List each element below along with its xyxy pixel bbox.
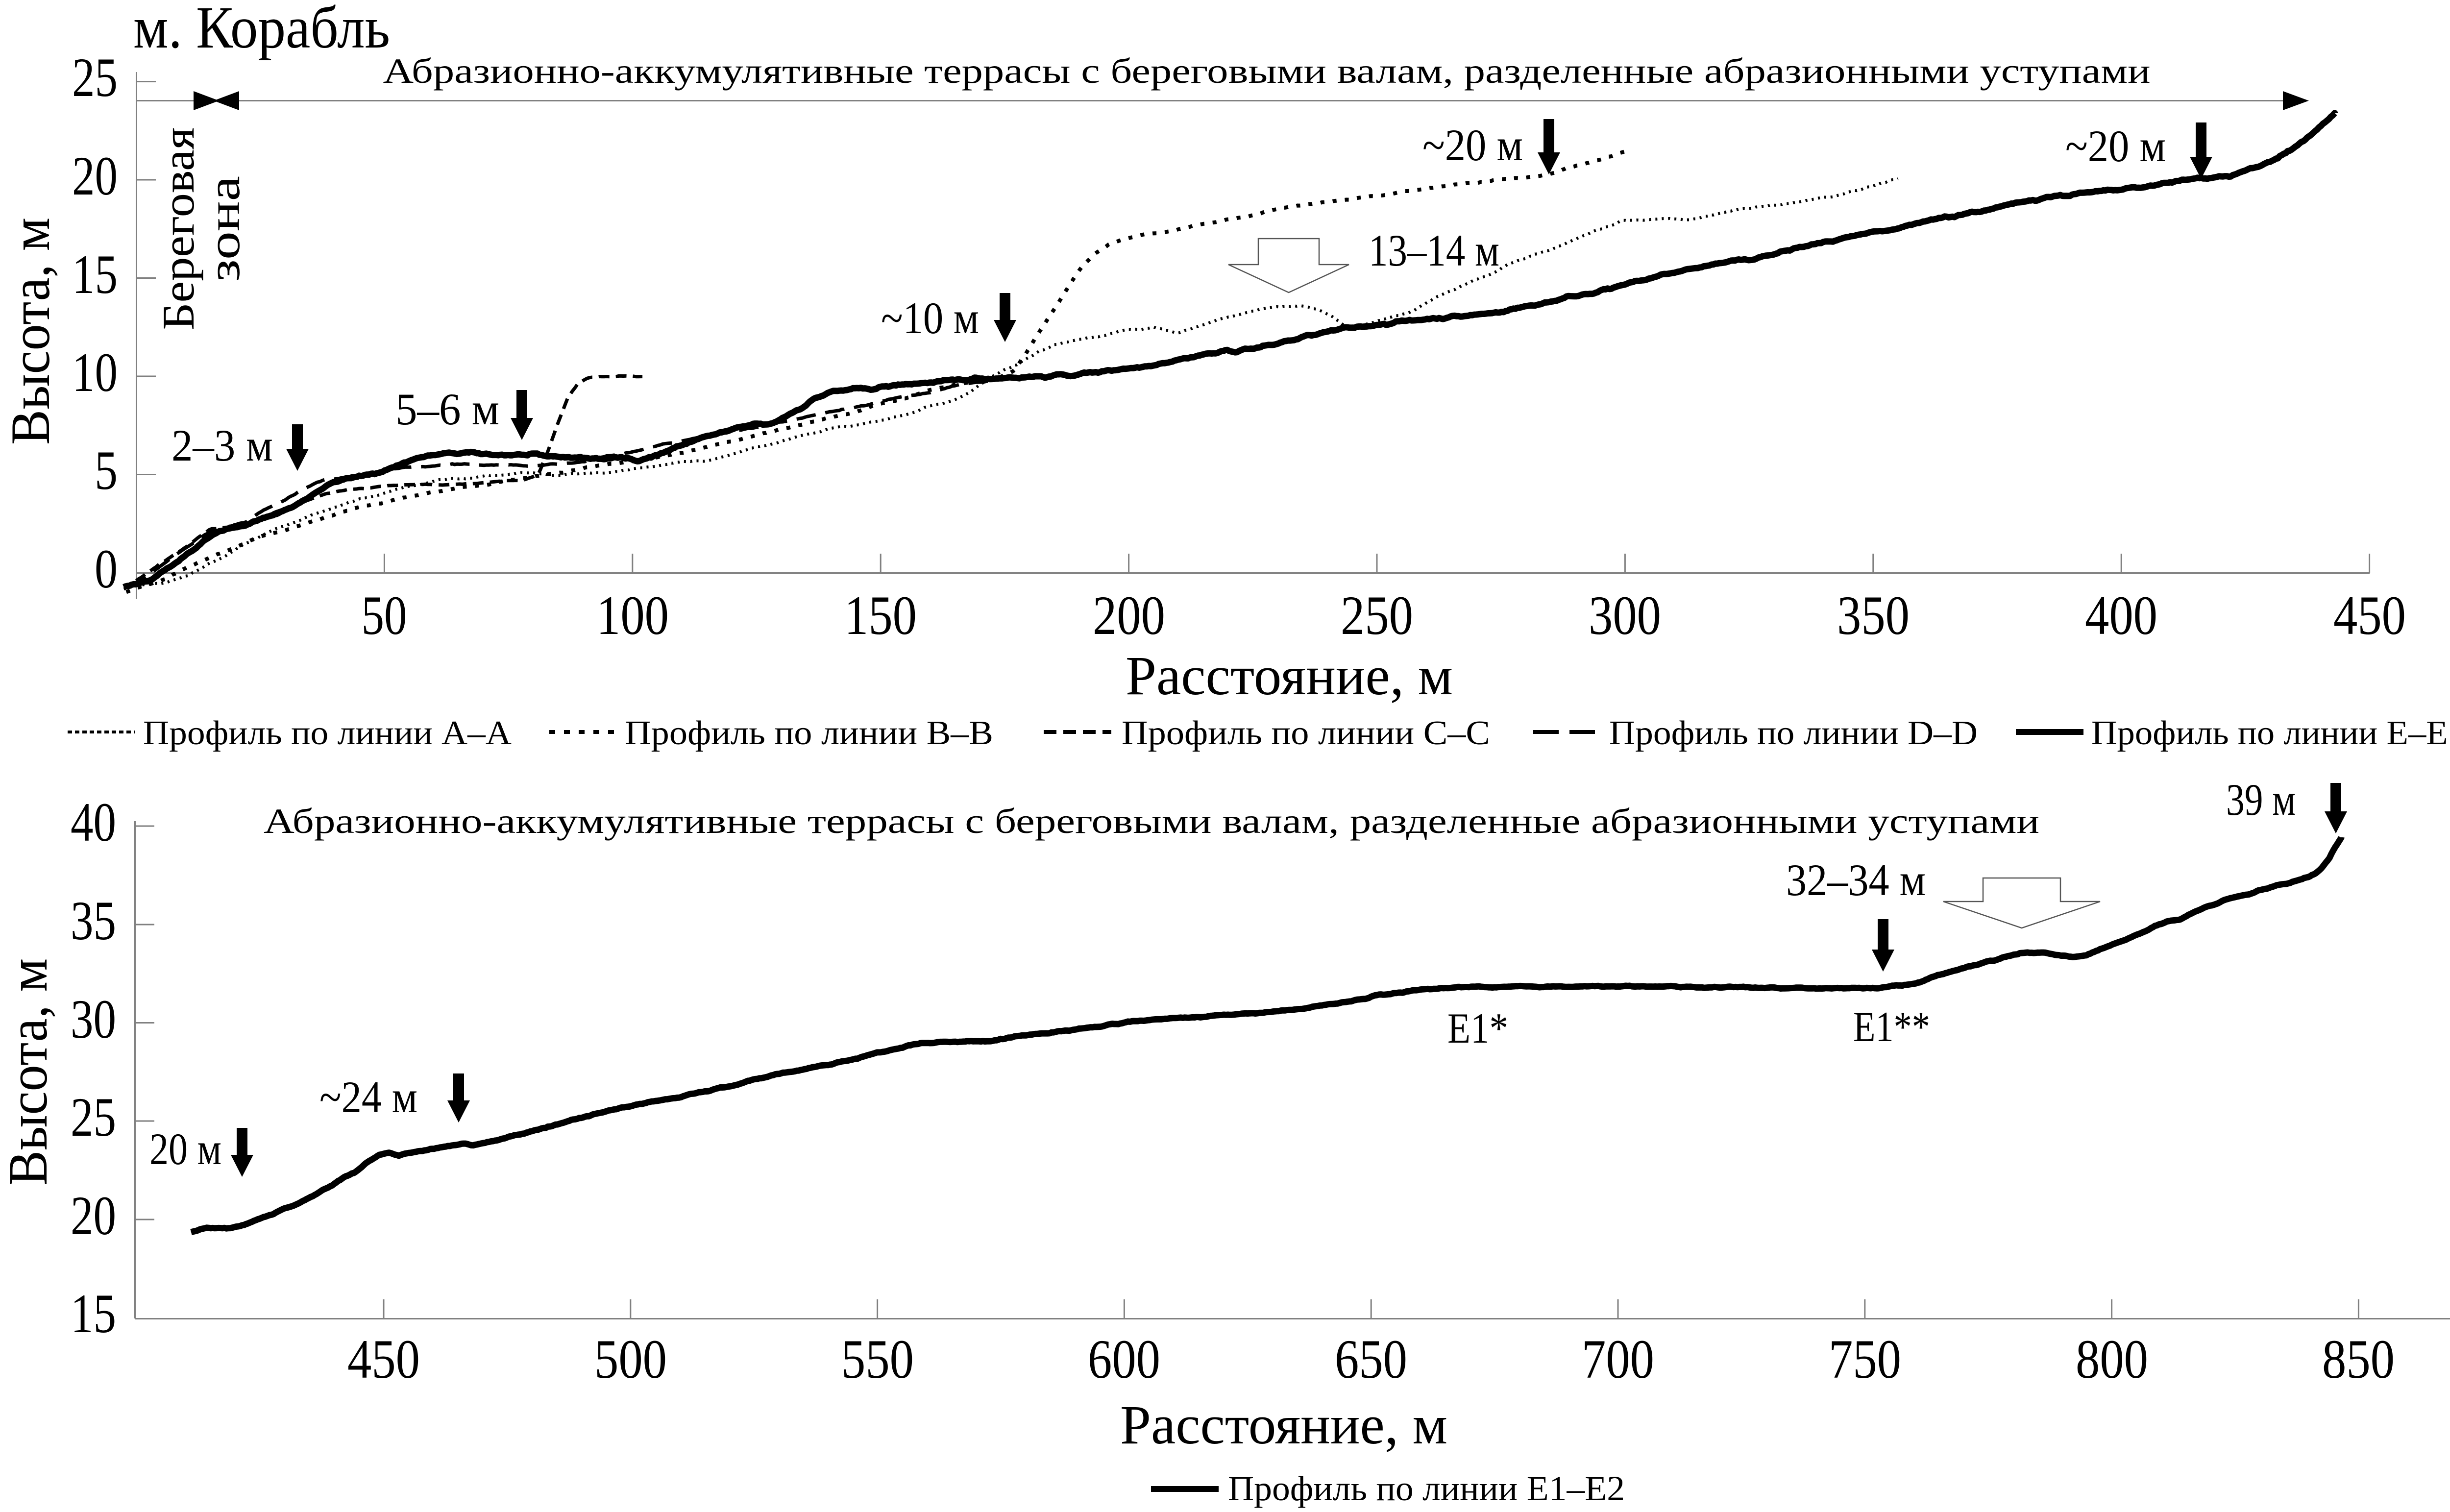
svg-text:450: 450 (347, 1329, 420, 1390)
svg-text:Профиль по линии С–С: Профиль по линии С–С (1122, 714, 1490, 752)
svg-text:2–3 м: 2–3 м (172, 420, 273, 470)
svg-text:200: 200 (1093, 585, 1165, 646)
svg-text:~24 м: ~24 м (319, 1072, 417, 1122)
svg-text:Абразионно-аккумулятивные терр: Абразионно-аккумулятивные террасы с бере… (264, 802, 2039, 841)
svg-text:~20 м: ~20 м (1422, 120, 1523, 170)
svg-text:25: 25 (71, 1087, 116, 1148)
svg-text:40: 40 (71, 792, 116, 853)
svg-text:Береговая: Береговая (153, 127, 203, 330)
svg-text:30: 30 (71, 989, 116, 1050)
svg-text:250: 250 (1341, 585, 1413, 646)
svg-text:800: 800 (2076, 1329, 2148, 1390)
svg-text:Профиль по линии Е–Е1: Профиль по линии Е–Е1 (2091, 714, 2450, 752)
svg-text:150: 150 (844, 585, 917, 646)
svg-text:5–6 м: 5–6 м (395, 384, 499, 434)
svg-text:Профиль по линии D–D: Профиль по линии D–D (1609, 714, 1978, 752)
svg-text:400: 400 (2085, 585, 2157, 646)
svg-text:Профиль по линии А–А: Профиль по линии А–А (143, 714, 512, 752)
svg-text:350: 350 (1837, 585, 1910, 646)
svg-text:0: 0 (95, 538, 118, 600)
svg-text:13–14 м: 13–14 м (1369, 225, 1499, 275)
svg-text:450: 450 (2333, 585, 2406, 646)
svg-text:зона: зона (199, 176, 249, 282)
svg-text:700: 700 (1582, 1329, 1654, 1390)
svg-text:20: 20 (71, 1185, 116, 1246)
svg-text:Высота, м: Высота, м (0, 958, 59, 1186)
svg-text:~10 м: ~10 м (881, 293, 979, 343)
svg-text:550: 550 (841, 1329, 914, 1390)
svg-text:25: 25 (72, 47, 118, 108)
svg-text:850: 850 (2322, 1329, 2395, 1390)
svg-text:300: 300 (1589, 585, 1661, 646)
svg-text:32–34 м: 32–34 м (1786, 855, 1926, 905)
svg-text:100: 100 (596, 585, 669, 646)
svg-text:20: 20 (72, 146, 118, 207)
svg-text:650: 650 (1335, 1329, 1407, 1390)
svg-text:50: 50 (362, 585, 407, 646)
svg-text:м. Корабль: м. Корабль (133, 0, 390, 61)
svg-text:Профиль по линии В–В: Профиль по линии В–В (625, 714, 993, 752)
svg-text:750: 750 (1829, 1329, 1901, 1390)
svg-text:600: 600 (1088, 1329, 1160, 1390)
svg-text:15: 15 (71, 1283, 116, 1344)
svg-text:Расстояние, м: Расстояние, м (1126, 645, 1453, 707)
svg-text:35: 35 (71, 890, 116, 951)
svg-text:Высота, м: Высота, м (0, 218, 61, 445)
svg-text:Абразионно-аккумулятивные терр: Абразионно-аккумулятивные террасы с бере… (383, 51, 2151, 91)
svg-text:15: 15 (72, 244, 118, 305)
svg-text:39 м: 39 м (2226, 775, 2296, 825)
svg-text:Е1*: Е1* (1447, 1005, 1508, 1052)
svg-text:500: 500 (594, 1329, 667, 1390)
svg-text:Расстояние, м: Расстояние, м (1120, 1394, 1447, 1456)
svg-text:~20 м: ~20 м (2065, 121, 2166, 171)
svg-text:5: 5 (95, 440, 118, 501)
svg-text:20 м: 20 м (149, 1124, 221, 1174)
svg-text:Е1**: Е1** (1853, 1003, 1930, 1051)
svg-text:Профиль по линии Е1–Е2: Профиль по линии Е1–Е2 (1228, 1469, 1625, 1508)
svg-text:10: 10 (72, 342, 118, 403)
